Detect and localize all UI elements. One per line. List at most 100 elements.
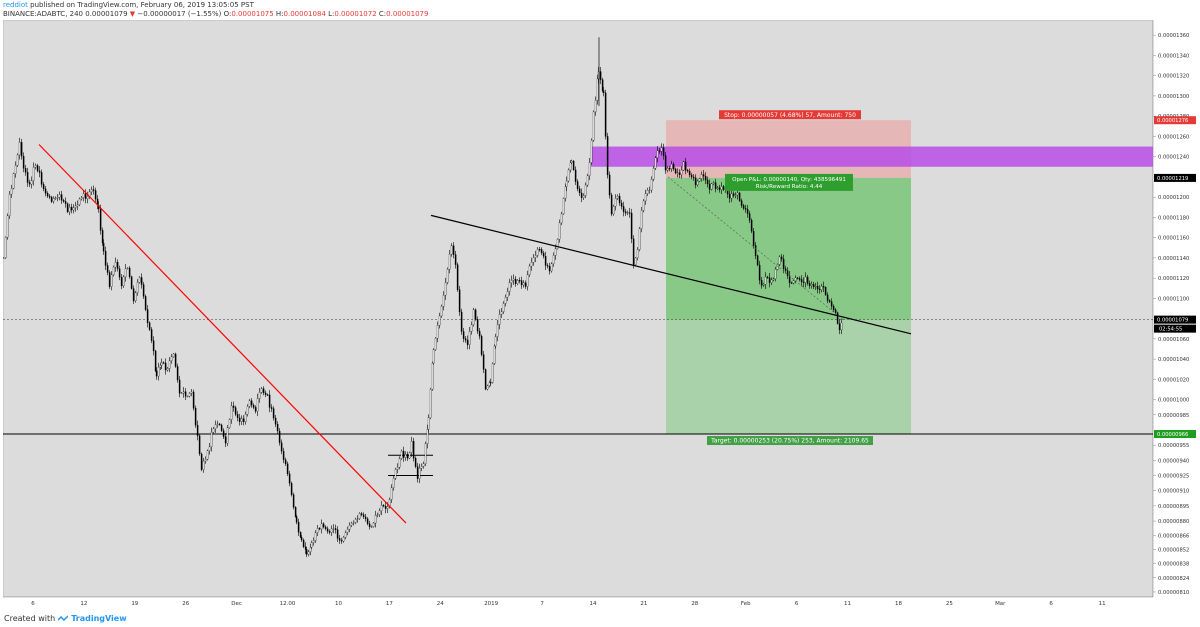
candle-body xyxy=(522,282,525,286)
candle-body xyxy=(318,528,321,530)
candle-body xyxy=(230,405,233,420)
candle-body xyxy=(812,284,815,287)
candle-body xyxy=(44,188,47,194)
x-tick-label: 11 xyxy=(1099,601,1106,607)
candle-body xyxy=(486,385,489,390)
candle-body xyxy=(305,549,308,555)
candle-body xyxy=(297,522,300,533)
candle-body xyxy=(840,322,843,331)
support-trend-line xyxy=(430,214,912,335)
candle-body xyxy=(790,282,793,284)
candle-body xyxy=(752,231,755,246)
candle-body xyxy=(798,278,801,280)
candle-body xyxy=(376,514,379,516)
tradingview-brand[interactable]: TradingView xyxy=(71,614,127,623)
candle-body xyxy=(28,182,31,185)
candle-body xyxy=(254,407,257,412)
y-tick-label: 0.00001140 xyxy=(1158,256,1189,262)
candle-body xyxy=(384,506,387,509)
candle-body xyxy=(302,539,305,547)
candle-body xyxy=(386,506,389,509)
candle-body xyxy=(716,187,719,189)
candle-body xyxy=(218,423,221,426)
candle-body xyxy=(738,192,741,201)
candle-body xyxy=(512,278,515,281)
candle-body xyxy=(18,142,21,156)
candle-body xyxy=(102,242,105,252)
candle-body xyxy=(8,194,11,216)
candle-body xyxy=(194,407,197,426)
candle-body xyxy=(682,161,685,171)
candle-body xyxy=(822,286,825,288)
y-tick-label: 0.00000955 xyxy=(1158,443,1189,449)
candle-body xyxy=(584,184,587,196)
candle-body xyxy=(576,181,579,189)
candle-body xyxy=(489,382,492,384)
candle-body xyxy=(538,249,541,251)
candle-body xyxy=(548,266,551,272)
entry-price-tag: 0.00001219 xyxy=(1157,176,1188,182)
author-link[interactable]: reddiot xyxy=(3,1,28,9)
candle-body xyxy=(250,400,253,406)
candle-body xyxy=(190,391,193,394)
candle-body xyxy=(565,180,568,187)
x-tick-label: 14 xyxy=(590,601,597,607)
candle-body xyxy=(438,315,441,326)
candle-body xyxy=(220,424,223,431)
x-tick-label: 21 xyxy=(640,601,647,607)
candle-body xyxy=(310,542,313,548)
candle-body xyxy=(202,460,205,470)
current-price-tag: 0.00001079 xyxy=(1157,318,1188,324)
candle-body xyxy=(154,350,157,372)
candle-body xyxy=(238,417,241,422)
candle-body xyxy=(690,174,693,178)
candle-body xyxy=(390,487,393,500)
plot-background xyxy=(2,19,1154,598)
y-tick-label: 0.00001360 xyxy=(1158,33,1189,39)
candle-body xyxy=(92,189,95,191)
candle-body xyxy=(692,176,695,178)
chart-header: reddiot published on TradingView.com, Fe… xyxy=(3,1,428,19)
candle-body xyxy=(382,505,385,507)
candle-body xyxy=(188,393,191,397)
candle-body xyxy=(166,368,169,371)
candle-body xyxy=(802,281,805,283)
candle-body xyxy=(106,265,109,273)
candle-body xyxy=(596,78,599,101)
x-tick-label: 25 xyxy=(946,601,953,607)
close-label: C: xyxy=(378,10,387,18)
candle-body xyxy=(640,210,643,229)
candle-body xyxy=(622,206,625,212)
candle-body xyxy=(546,265,549,267)
chart-area[interactable]: 0.00001360 0.00001340 0.00001320 0.00001300… xyxy=(2,19,1197,609)
price-chart-svg[interactable]: 0.00001360 0.00001340 0.00001320 0.00001300… xyxy=(2,19,1197,609)
candle-body xyxy=(530,262,533,267)
y-tick-label: 0.00001060 xyxy=(1158,337,1189,343)
candle-body xyxy=(426,429,429,444)
candle-body xyxy=(226,427,229,444)
target-label: Target: 0.00000253 (20.75%) 253, Amount:… xyxy=(710,438,869,445)
candle-body xyxy=(650,179,653,191)
candle-body xyxy=(396,466,399,470)
y-tick-label: 0.00001040 xyxy=(1158,357,1189,363)
candle-body xyxy=(212,428,215,433)
candle-body xyxy=(104,250,107,266)
candle-body xyxy=(766,276,769,278)
candle-body xyxy=(38,170,41,173)
candle-body xyxy=(214,424,217,429)
candle-body xyxy=(599,71,602,80)
candle-body xyxy=(604,92,607,137)
candle-body xyxy=(288,473,291,484)
candle-body xyxy=(416,466,419,479)
candle-body xyxy=(346,528,349,533)
candle-body xyxy=(688,170,691,176)
candle-body xyxy=(838,323,841,331)
candle-body xyxy=(362,514,365,517)
candle-body xyxy=(734,194,737,196)
candle-body xyxy=(484,369,487,390)
candle-body xyxy=(760,280,763,286)
candle-body xyxy=(500,311,503,315)
candle-body xyxy=(774,269,777,279)
candle-body xyxy=(782,258,785,269)
candle-body xyxy=(444,282,447,296)
